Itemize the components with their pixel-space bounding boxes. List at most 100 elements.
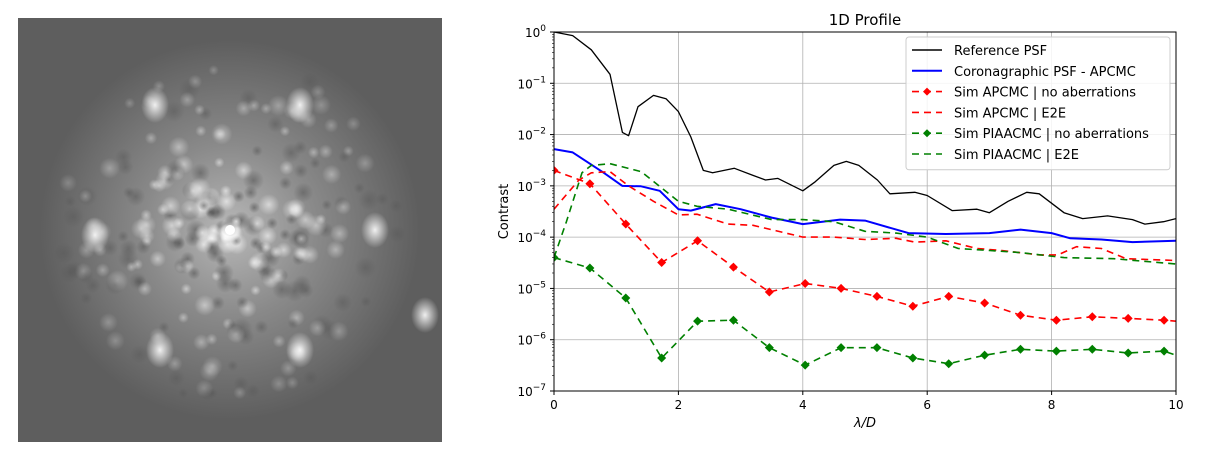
speckle: [230, 317, 253, 340]
series-2-marker: [836, 283, 846, 293]
series-line-5: [554, 162, 1176, 265]
speckle: [194, 294, 216, 316]
series-4-marker: [980, 350, 990, 360]
speckle: [65, 261, 84, 280]
speckle: [144, 131, 158, 145]
speckle: [188, 177, 211, 200]
satellite-spot: [286, 87, 314, 123]
speckle: [105, 275, 125, 295]
speckle: [119, 239, 138, 258]
speckle: [95, 263, 110, 278]
legend-label: Sim APCMC | no aberrations: [954, 86, 1136, 101]
speckle: [250, 285, 261, 296]
legend-label: Sim APCMC | E2E: [954, 106, 1066, 121]
series-2-marker: [1087, 312, 1097, 322]
speckle: [211, 123, 233, 145]
speckle: [251, 145, 263, 157]
speckle: [198, 200, 210, 211]
speckle: [62, 205, 85, 228]
speckle: [208, 64, 219, 76]
speckle: [279, 228, 291, 241]
speckle: [168, 136, 190, 158]
series-4-marker: [836, 343, 846, 353]
speckle: [187, 266, 201, 280]
series-4-marker: [1051, 346, 1061, 356]
speckle: [295, 232, 308, 245]
y-tick-exponent: −6: [533, 332, 547, 342]
series-2-marker: [693, 236, 703, 246]
y-tick-label: 10−3: [517, 178, 546, 194]
y-tick-label: 10−5: [517, 280, 546, 296]
y-tick-label: 10−4: [517, 229, 546, 245]
speckle: [267, 95, 289, 117]
speckle: [236, 296, 249, 309]
series-2-marker: [728, 262, 738, 272]
speckle: [124, 97, 136, 109]
legend-label: Sim PIAACMC | no aberrations: [954, 127, 1149, 142]
speckle: [172, 237, 186, 250]
speckle: [64, 195, 76, 208]
speckle: [388, 225, 406, 243]
speckle: [149, 250, 166, 268]
legend-marker-4: [923, 129, 931, 138]
speckle: [137, 281, 153, 297]
legend-box: [905, 36, 1171, 171]
satellite-spot: [146, 332, 174, 368]
speckle: [267, 115, 284, 133]
speckle: [214, 157, 225, 168]
series-4-marker: [800, 360, 810, 370]
speckle: [193, 334, 210, 351]
speckle: [173, 257, 191, 275]
speckle: [177, 312, 189, 324]
speckle: [195, 125, 207, 137]
speckle: [180, 283, 192, 295]
series-2-marker: [657, 258, 667, 268]
speckle: [258, 226, 277, 246]
speckle: [249, 215, 266, 232]
series-4-marker: [872, 343, 882, 353]
x-tick-label: 8: [1048, 398, 1056, 412]
speckle: [292, 275, 312, 295]
legend-marker-2: [923, 87, 931, 96]
x-tick-label: 4: [799, 398, 807, 412]
series-4-marker: [1087, 344, 1097, 354]
speckle: [115, 148, 133, 166]
y-tick-exponent: −3: [533, 178, 546, 188]
legend-label: Sim PIAACMC | E2E: [954, 148, 1079, 163]
y-tick-label: 10−1: [517, 75, 546, 91]
speckle: [292, 246, 308, 261]
y-axis-label: Contrast: [497, 184, 512, 240]
speckle: [287, 198, 306, 217]
series-2-marker: [554, 165, 559, 175]
speckle: [117, 230, 129, 243]
central-peak: [225, 225, 235, 235]
speckle: [105, 331, 125, 351]
speckle: [326, 240, 345, 259]
speckle: [321, 199, 332, 211]
speckle: [281, 143, 301, 163]
speckle: [199, 385, 216, 401]
speckle: [233, 386, 247, 400]
speckle: [293, 182, 314, 203]
speckle: [126, 261, 137, 272]
series-2-marker: [1016, 310, 1025, 320]
speckle: [338, 150, 350, 163]
speckle: [258, 193, 280, 216]
speckle: [266, 217, 278, 229]
speckle: [355, 153, 375, 173]
y-tick-label: 100: [525, 24, 546, 40]
satellite-spot: [411, 297, 439, 333]
plot-frame: [553, 31, 1177, 392]
speckle: [167, 369, 185, 387]
series-4-marker: [1123, 348, 1133, 358]
series-4-marker: [728, 315, 738, 325]
series-2-marker: [1051, 315, 1061, 325]
speckle: [354, 256, 377, 279]
speckle: [126, 187, 146, 207]
speckle: [194, 104, 205, 116]
speckle: [329, 223, 350, 244]
y-tick-label: 10−2: [517, 127, 546, 143]
y-tick-label: 10−7: [517, 383, 546, 399]
y-tick-label: 10−6: [517, 332, 546, 348]
